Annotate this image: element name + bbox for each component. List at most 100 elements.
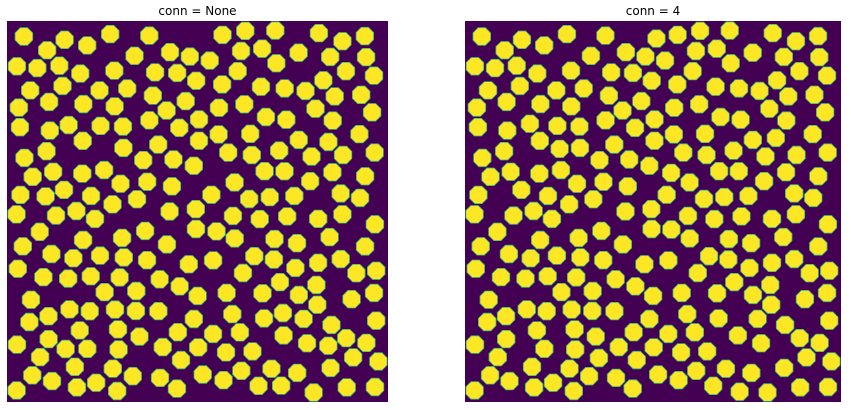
disk <box>217 283 236 303</box>
disk <box>623 379 642 398</box>
disk <box>44 162 63 181</box>
disk <box>524 378 544 397</box>
disk <box>365 143 384 162</box>
disk <box>583 281 602 301</box>
disk <box>810 47 829 67</box>
disk <box>741 233 761 253</box>
disk <box>623 63 643 83</box>
disk <box>287 363 307 383</box>
disk <box>342 289 361 309</box>
disk <box>200 51 219 70</box>
disk <box>189 131 209 150</box>
disk <box>14 27 34 46</box>
disk <box>774 47 794 67</box>
disk <box>817 283 837 303</box>
disk <box>571 248 590 267</box>
disk <box>114 248 133 267</box>
disk <box>567 174 587 193</box>
disk <box>706 77 725 96</box>
disk <box>756 147 775 166</box>
disk <box>46 206 66 225</box>
disk <box>266 21 285 40</box>
disk <box>531 94 550 114</box>
disk <box>645 110 664 129</box>
disk <box>289 43 308 62</box>
disk <box>113 117 133 136</box>
disk <box>34 267 53 287</box>
disk <box>160 202 179 221</box>
disk <box>818 215 838 234</box>
disk <box>184 309 204 329</box>
disk <box>188 286 207 306</box>
disk <box>28 58 47 78</box>
disk <box>465 381 484 400</box>
disk <box>243 342 262 361</box>
disk <box>479 290 498 309</box>
disk <box>724 141 743 160</box>
disk <box>517 300 536 319</box>
disk <box>690 21 710 41</box>
disk <box>787 145 806 165</box>
disk <box>516 269 535 288</box>
disk <box>304 383 323 402</box>
disk <box>300 171 320 191</box>
disk <box>87 373 106 392</box>
disk <box>543 373 563 392</box>
disk <box>267 54 286 73</box>
disk <box>167 63 187 83</box>
disk <box>30 222 49 242</box>
panel-title-conn-none: conn = None <box>158 4 237 18</box>
disk <box>260 187 279 207</box>
disk <box>730 382 749 401</box>
disk <box>105 300 125 319</box>
disk <box>465 205 484 224</box>
disk <box>42 244 61 264</box>
disk <box>784 184 804 203</box>
disk <box>688 263 708 283</box>
disk <box>659 324 678 344</box>
disk <box>157 101 176 120</box>
disk <box>11 185 30 205</box>
disk <box>209 125 228 144</box>
disk <box>731 110 750 129</box>
disk <box>719 250 738 269</box>
disk <box>112 228 132 248</box>
disk <box>202 185 221 204</box>
disk <box>37 41 57 60</box>
disk <box>357 333 376 353</box>
disk <box>101 25 120 44</box>
disk <box>277 207 297 226</box>
disk <box>171 350 191 370</box>
disk <box>560 195 579 214</box>
disk <box>249 376 268 396</box>
disk <box>160 42 180 62</box>
disk <box>632 91 651 111</box>
disk <box>331 249 350 269</box>
disk <box>560 359 579 378</box>
disk <box>496 306 516 326</box>
disk <box>606 368 626 388</box>
disk <box>236 21 255 41</box>
disk <box>143 86 163 105</box>
disk <box>605 135 624 154</box>
disk <box>235 95 254 114</box>
disk <box>775 315 795 335</box>
disk <box>7 205 26 224</box>
disk <box>495 41 514 60</box>
disk <box>565 320 584 339</box>
disk <box>815 103 835 122</box>
disk <box>531 230 550 250</box>
disk <box>668 25 687 45</box>
disk <box>689 95 709 114</box>
disk <box>620 150 639 169</box>
disk <box>552 282 571 302</box>
disk <box>507 56 526 75</box>
disk <box>596 111 615 130</box>
disk <box>337 328 356 348</box>
disk <box>729 79 749 98</box>
disk <box>697 342 717 361</box>
disk <box>13 237 33 256</box>
disk <box>114 138 133 158</box>
disk <box>255 161 274 181</box>
